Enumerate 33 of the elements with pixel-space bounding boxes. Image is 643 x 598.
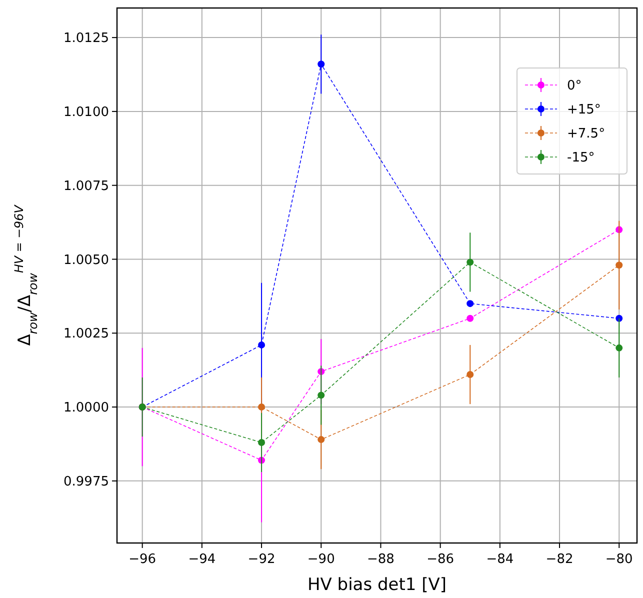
point [466,371,474,378]
y-tick-label: 1.0050 [64,252,109,268]
point [258,404,266,411]
legend-label: 0° [567,78,582,94]
x-tick-label: −82 [546,552,574,567]
point [616,344,623,352]
point [258,439,266,446]
x-tick-label: −84 [486,552,514,567]
x-tick-label: −92 [248,552,276,567]
point [318,436,325,444]
legend-label: +15° [567,102,601,118]
legend-label: +7.5° [567,126,606,142]
legend-label: -15° [567,150,595,166]
x-tick-label: −86 [426,552,454,567]
point [318,60,325,68]
x-tick-label: −90 [307,552,335,567]
y-tick-label: 1.0025 [64,326,109,342]
x-tick-label: −94 [188,552,216,567]
point [466,300,474,308]
y-tick-label: 1.0075 [64,178,109,194]
x-tick-label: −80 [605,552,633,567]
point [466,314,474,322]
x-axis-title: HV bias det1 [V] [307,575,447,595]
y-tick-label: 1.0000 [64,400,109,416]
x-tick-label: −88 [367,552,394,567]
x-tick-label: −96 [128,552,156,567]
point [258,341,266,348]
y-tick-label: 1.0100 [64,105,109,120]
point [616,262,623,269]
point [318,392,325,399]
y-tick-label: 1.0125 [64,31,109,46]
y-tick-label: 0.9975 [64,474,109,490]
point [466,258,474,266]
